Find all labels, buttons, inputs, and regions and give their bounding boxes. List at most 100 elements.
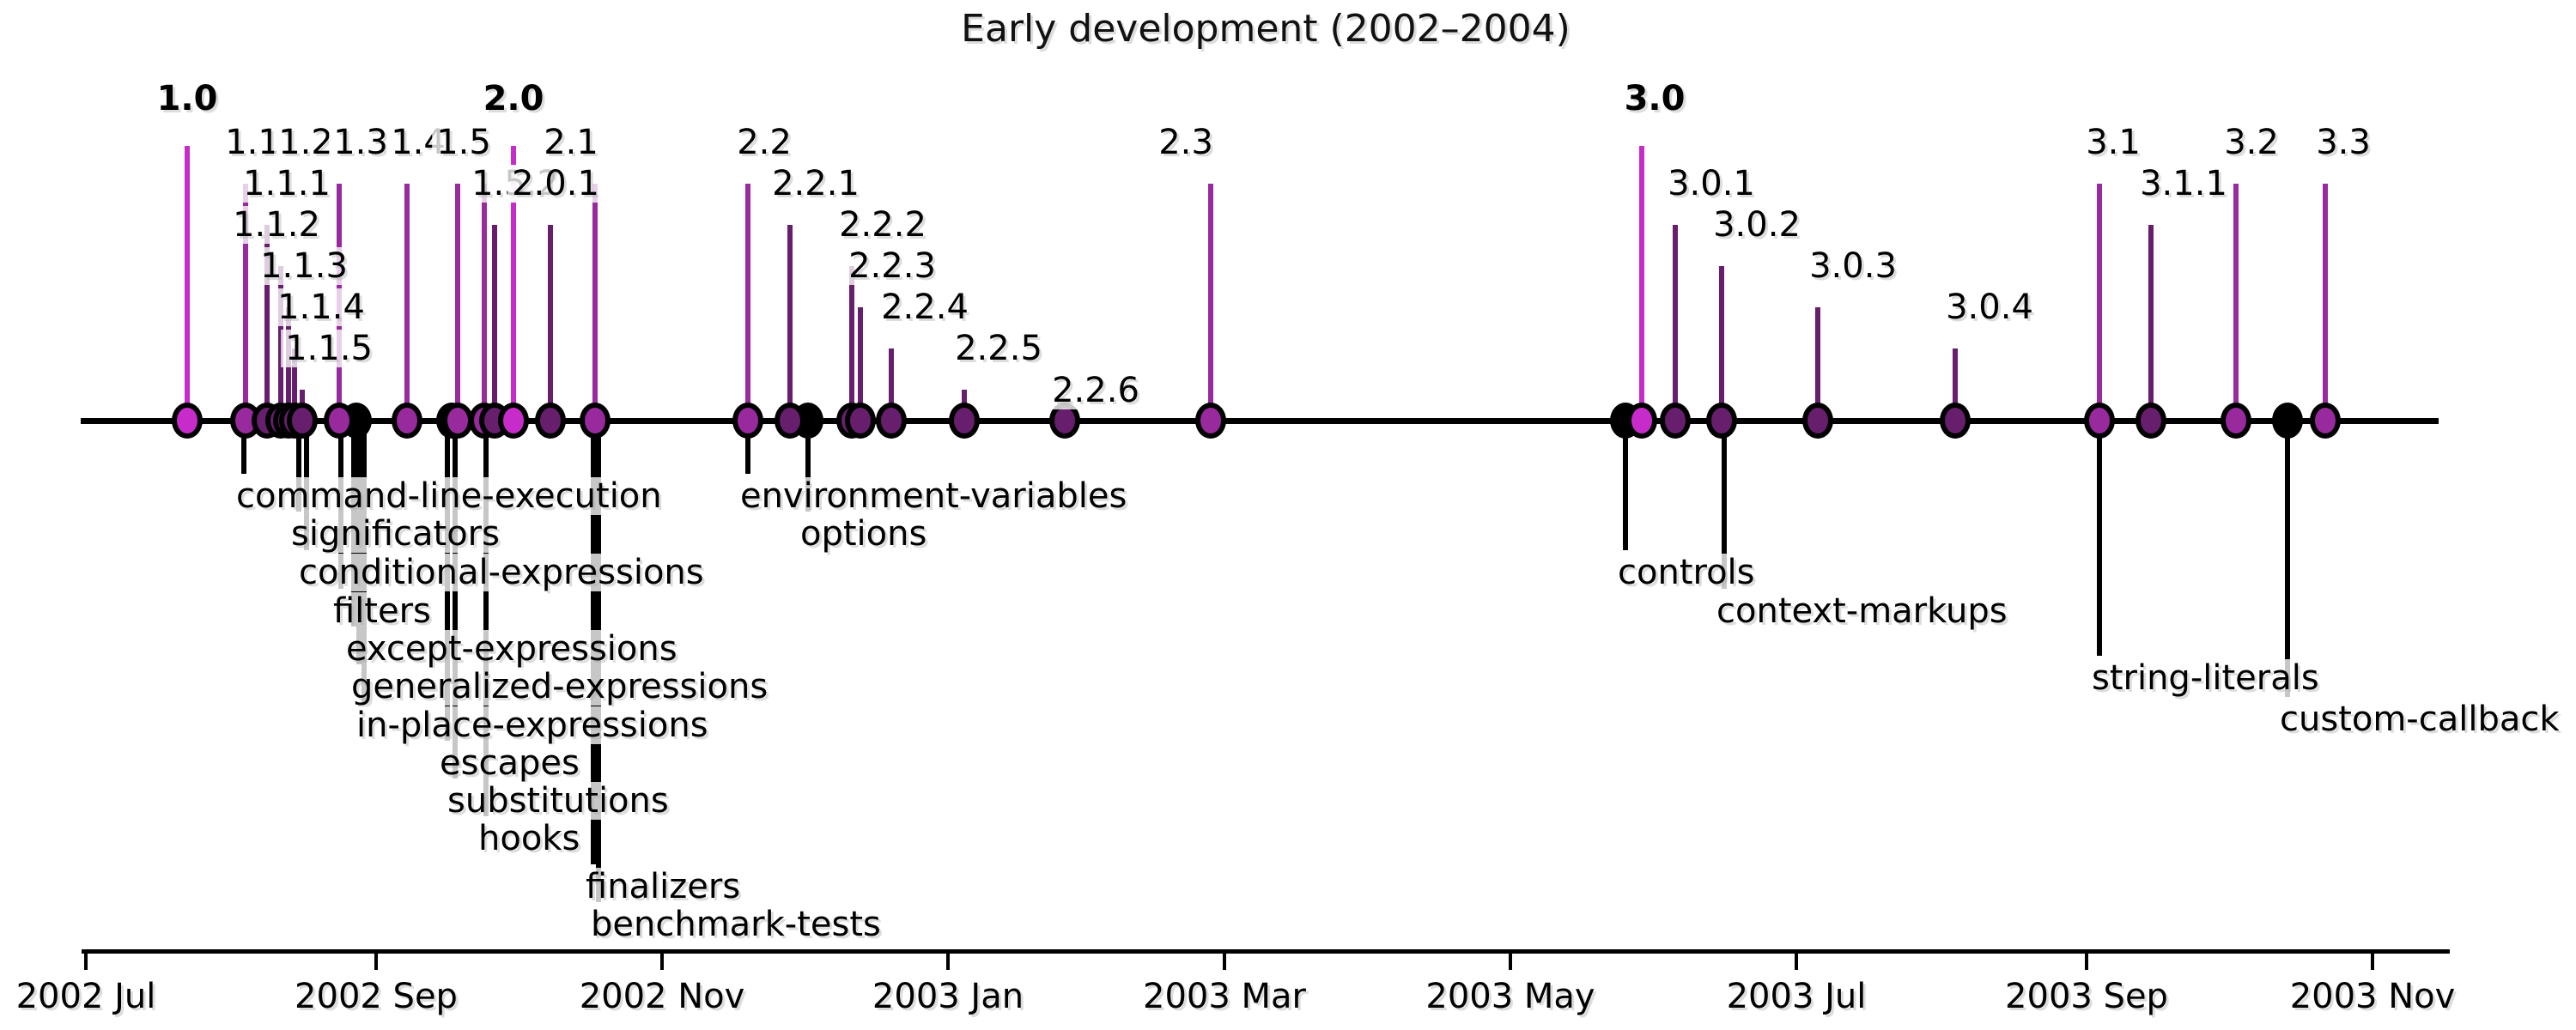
x-axis-tick	[1223, 949, 1226, 970]
release-stem-2.3	[1208, 184, 1213, 421]
release-stem-3.1	[2097, 184, 2102, 421]
feature-label-hooks: hooks	[474, 820, 585, 857]
x-axis-tick	[2371, 949, 2374, 970]
feature-label-options: options	[796, 515, 932, 553]
x-axis-tick-label: 2002 Jul	[15, 977, 156, 1016]
release-stem-2.0.1	[548, 225, 553, 421]
release-dot-2.3	[1195, 403, 1226, 439]
x-axis-tick	[374, 949, 378, 970]
release-stem-2.2	[745, 184, 750, 421]
release-dot-1.1.5	[287, 403, 318, 439]
release-label-2.2.2: 2.2.2	[835, 206, 931, 244]
feature-label-conditional-expressions: conditional-expressions	[295, 554, 708, 591]
feature-stem-environment-variables	[745, 421, 750, 474]
release-stem-2.1	[592, 184, 598, 421]
release-dot-2.2.5	[949, 403, 980, 439]
release-stem-1.1.1	[264, 225, 270, 421]
x-axis-tick	[1795, 949, 1798, 970]
release-label-1.2: 1.2	[274, 124, 337, 161]
release-dot-3.3	[2310, 403, 2341, 439]
x-axis-spine	[82, 949, 2450, 954]
x-axis-tick	[2085, 949, 2088, 970]
release-dot-2.0	[498, 403, 529, 439]
feature-label-controls: controls	[1613, 554, 1759, 591]
release-label-2.2.1: 2.2.1	[768, 165, 864, 203]
feature-label-generalized-expressions: generalized-expressions	[347, 668, 773, 706]
release-dot-2.2.3	[845, 403, 876, 439]
release-stem-3.3	[2323, 184, 2328, 421]
release-stem-3.0.3	[1815, 307, 1820, 421]
x-axis-tick	[1509, 949, 1512, 970]
release-dot-3.0.3	[1802, 403, 1833, 439]
release-label-3.1: 3.1	[2081, 124, 2145, 161]
release-stem-1.1	[243, 184, 248, 421]
x-axis-tick-label: 2003 Jul	[1726, 977, 1867, 1016]
feature-label-filters: filters	[329, 592, 435, 630]
release-stem-1.0	[185, 146, 190, 421]
release-stem-1.4	[455, 184, 460, 421]
release-dot-3.1.1	[2136, 403, 2166, 439]
release-dot-3.1	[2084, 403, 2115, 439]
release-label-3.0.3: 3.0.3	[1805, 247, 1901, 285]
x-axis-tick-label: 2003 May	[1425, 977, 1595, 1016]
release-label-1.1: 1.1	[221, 124, 284, 161]
x-axis-tick-label: 2003 Mar	[1143, 977, 1306, 1016]
release-label-1.3: 1.3	[329, 124, 392, 161]
x-axis-tick-label: 2003 Nov	[2289, 977, 2456, 1016]
release-dot-2.2.4	[876, 403, 907, 439]
release-stem-1.1.2	[278, 266, 283, 421]
feature-label-benchmark-tests: benchmark-tests	[586, 906, 885, 943]
release-label-2.2: 2.2	[732, 124, 796, 161]
x-axis-tick-label: 2002 Sep	[295, 977, 458, 1016]
release-stem-1.5	[482, 184, 487, 421]
release-stem-1.5.2	[492, 225, 497, 421]
release-label-3.2: 3.2	[2220, 124, 2283, 161]
feature-label-escapes: escapes	[435, 744, 584, 782]
release-label-3.0.4: 3.0.4	[1941, 288, 2038, 326]
feature-label-except-expressions: except-expressions	[342, 630, 682, 668]
x-axis-tick	[946, 949, 950, 970]
release-stem-2.0	[511, 146, 516, 421]
release-dot-1.0	[172, 403, 203, 439]
feature-stem-command-line-execution	[241, 421, 246, 474]
chart-title: Early development (2002–2004)	[961, 7, 1571, 51]
feature-stem-custom-callback	[2285, 421, 2290, 697]
release-stem-1.3	[404, 184, 410, 421]
release-stem-2.2.3	[858, 307, 863, 421]
x-axis-tick	[660, 949, 664, 970]
release-label-1.5: 1.5	[432, 124, 495, 161]
release-stem-3.0.2	[1719, 266, 1724, 421]
feature-stem-options	[805, 421, 811, 512]
release-dot-1.3	[392, 403, 422, 439]
feature-label-string-literals: string-literals	[2087, 659, 2324, 697]
release-label-1.1.4: 1.1.4	[273, 288, 369, 326]
release-stem-2.2.2	[849, 266, 854, 421]
release-stem-3.0.1	[1673, 225, 1678, 421]
feature-stem-substitutions	[453, 421, 458, 779]
release-label-3.0.2: 3.0.2	[1709, 206, 1805, 244]
release-label-1.1.5: 1.1.5	[281, 330, 377, 367]
release-label-1.0: 1.0	[152, 80, 222, 118]
release-stem-3.0.4	[1953, 348, 1958, 421]
release-stem-2.2.4	[889, 348, 894, 421]
feature-label-command-line-execution: command-line-execution	[232, 477, 666, 515]
release-label-3.0: 3.0	[1619, 80, 1690, 118]
feature-label-finalizers: finalizers	[581, 868, 745, 906]
release-label-3.0.1: 3.0.1	[1663, 165, 1759, 203]
feature-label-substitutions: substitutions	[443, 782, 673, 820]
release-label-2.1: 2.1	[539, 124, 603, 161]
release-dot-3.0	[1626, 403, 1657, 439]
release-stem-1.1.4	[292, 348, 297, 421]
feature-label-context-markups: context-markups	[1712, 592, 2012, 630]
feature-dot	[2272, 403, 2303, 439]
release-dot-2.1	[580, 403, 611, 439]
x-axis-tick-label: 2002 Nov	[579, 977, 745, 1016]
release-label-2.0: 2.0	[478, 80, 549, 118]
feature-label-significators: significators	[287, 515, 504, 553]
release-label-1.1.1: 1.1.1	[239, 165, 335, 203]
release-stem-3.0	[1639, 146, 1644, 421]
feature-stem-string-literals	[2097, 421, 2102, 656]
release-label-2.2.4: 2.2.4	[877, 288, 973, 326]
release-label-2.2.5: 2.2.5	[951, 330, 1047, 367]
